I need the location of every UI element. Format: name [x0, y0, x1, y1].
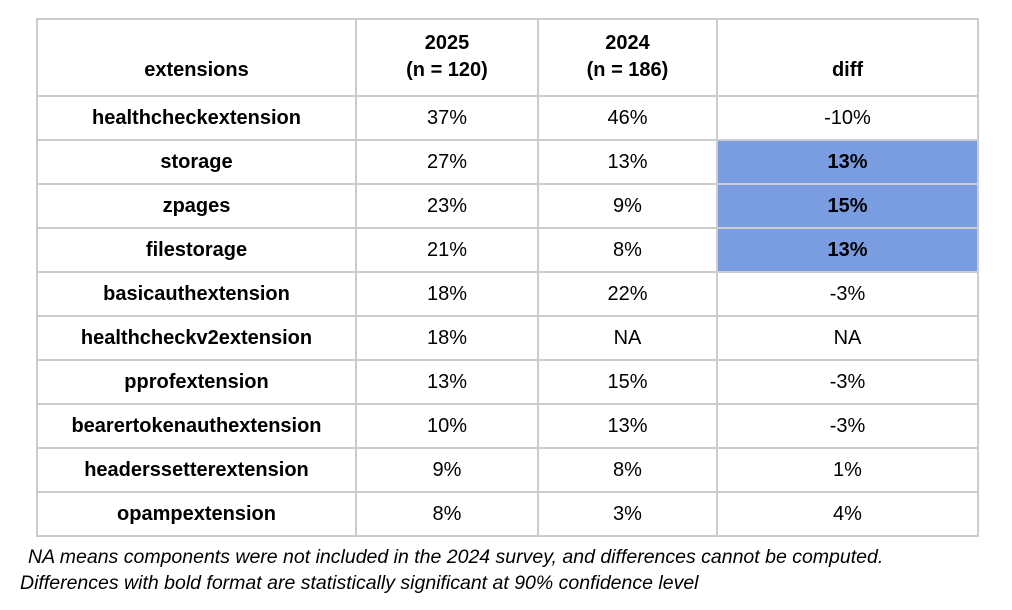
table-row: zpages 23% 9% 15%: [36, 183, 979, 229]
extension-name-cell: filestorage: [36, 227, 357, 273]
value-2025-cell: 10%: [355, 403, 539, 449]
table-row: healthcheckextension 37% 46% -10%: [36, 95, 979, 141]
extension-name-cell: healthcheckv2extension: [36, 315, 357, 361]
header-2025: 2025 (n = 120): [355, 18, 539, 97]
table-row: healthcheckv2extension 18% NA NA: [36, 315, 979, 361]
value-2025-cell: 13%: [355, 359, 539, 405]
value-2025-cell: 37%: [355, 95, 539, 141]
diff-value-cell: 13%: [716, 227, 979, 273]
diff-value-cell: 4%: [716, 491, 979, 537]
value-2025-cell: 8%: [355, 491, 539, 537]
value-2024-cell: NA: [537, 315, 718, 361]
table-body: healthcheckextension 37% 46% -10% storag…: [36, 95, 979, 537]
header-2025-n: (n = 120): [406, 59, 488, 81]
table-row: headerssetterextension 9% 8% 1%: [36, 447, 979, 493]
diff-value-cell: -3%: [716, 359, 979, 405]
diff-value-cell: 13%: [716, 139, 979, 185]
table-header: extensions 2025 (n = 120) 2024 (n = 186)…: [36, 18, 979, 97]
table-row: bearertokenauthextension 10% 13% -3%: [36, 403, 979, 449]
footnote-na: NA means components were not included in…: [28, 546, 884, 568]
header-2024-n: (n = 186): [586, 59, 669, 81]
value-2025-cell: 21%: [355, 227, 539, 273]
value-2025-cell: 18%: [355, 271, 539, 317]
table-row: opampextension 8% 3% 4%: [36, 491, 979, 537]
value-2025-cell: 18%: [355, 315, 539, 361]
header-diff-label: diff: [831, 59, 864, 81]
table-row: filestorage 21% 8% 13%: [36, 227, 979, 273]
extension-name-cell: pprofextension: [36, 359, 357, 405]
table-row: pprofextension 13% 15% -3%: [36, 359, 979, 405]
extension-name-cell: healthcheckextension: [36, 95, 357, 141]
value-2025-cell: 23%: [355, 183, 539, 229]
value-2025-cell: 27%: [355, 139, 539, 185]
diff-value-cell: -3%: [716, 403, 979, 449]
value-2024-cell: 9%: [537, 183, 718, 229]
header-2024: 2024 (n = 186): [537, 18, 718, 97]
header-row: extensions 2025 (n = 120) 2024 (n = 186)…: [36, 18, 979, 97]
diff-value-cell: 15%: [716, 183, 979, 229]
extensions-survey-table-container: extensions 2025 (n = 120) 2024 (n = 186)…: [36, 18, 979, 537]
value-2024-cell: 8%: [537, 447, 718, 493]
extension-name-cell: zpages: [36, 183, 357, 229]
value-2024-cell: 8%: [537, 227, 718, 273]
header-diff: diff: [716, 18, 979, 97]
table-row: storage 27% 13% 13%: [36, 139, 979, 185]
header-extensions: extensions: [36, 18, 357, 97]
table-row: basicauthextension 18% 22% -3%: [36, 271, 979, 317]
value-2024-cell: 46%: [537, 95, 718, 141]
header-2025-year: 2025: [424, 32, 470, 54]
diff-value-cell: NA: [716, 315, 979, 361]
extension-name-cell: bearertokenauthextension: [36, 403, 357, 449]
diff-value-cell: -10%: [716, 95, 979, 141]
extensions-survey-table: extensions 2025 (n = 120) 2024 (n = 186)…: [36, 18, 979, 537]
header-2024-year: 2024: [605, 32, 650, 54]
diff-value-cell: -3%: [716, 271, 979, 317]
footnotes: NA means components were not included in…: [20, 544, 1010, 596]
header-extensions-label: extensions: [144, 59, 249, 81]
diff-value-cell: 1%: [716, 447, 979, 493]
extension-name-cell: opampextension: [36, 491, 357, 537]
value-2024-cell: 13%: [537, 139, 718, 185]
value-2025-cell: 9%: [355, 447, 539, 493]
value-2024-cell: 15%: [537, 359, 718, 405]
value-2024-cell: 3%: [537, 491, 718, 537]
extension-name-cell: basicauthextension: [36, 271, 357, 317]
extension-name-cell: headerssetterextension: [36, 447, 357, 493]
value-2024-cell: 13%: [537, 403, 718, 449]
extension-name-cell: storage: [36, 139, 357, 185]
footnote-bold: Differences with bold format are statist…: [20, 572, 699, 594]
value-2024-cell: 22%: [537, 271, 718, 317]
